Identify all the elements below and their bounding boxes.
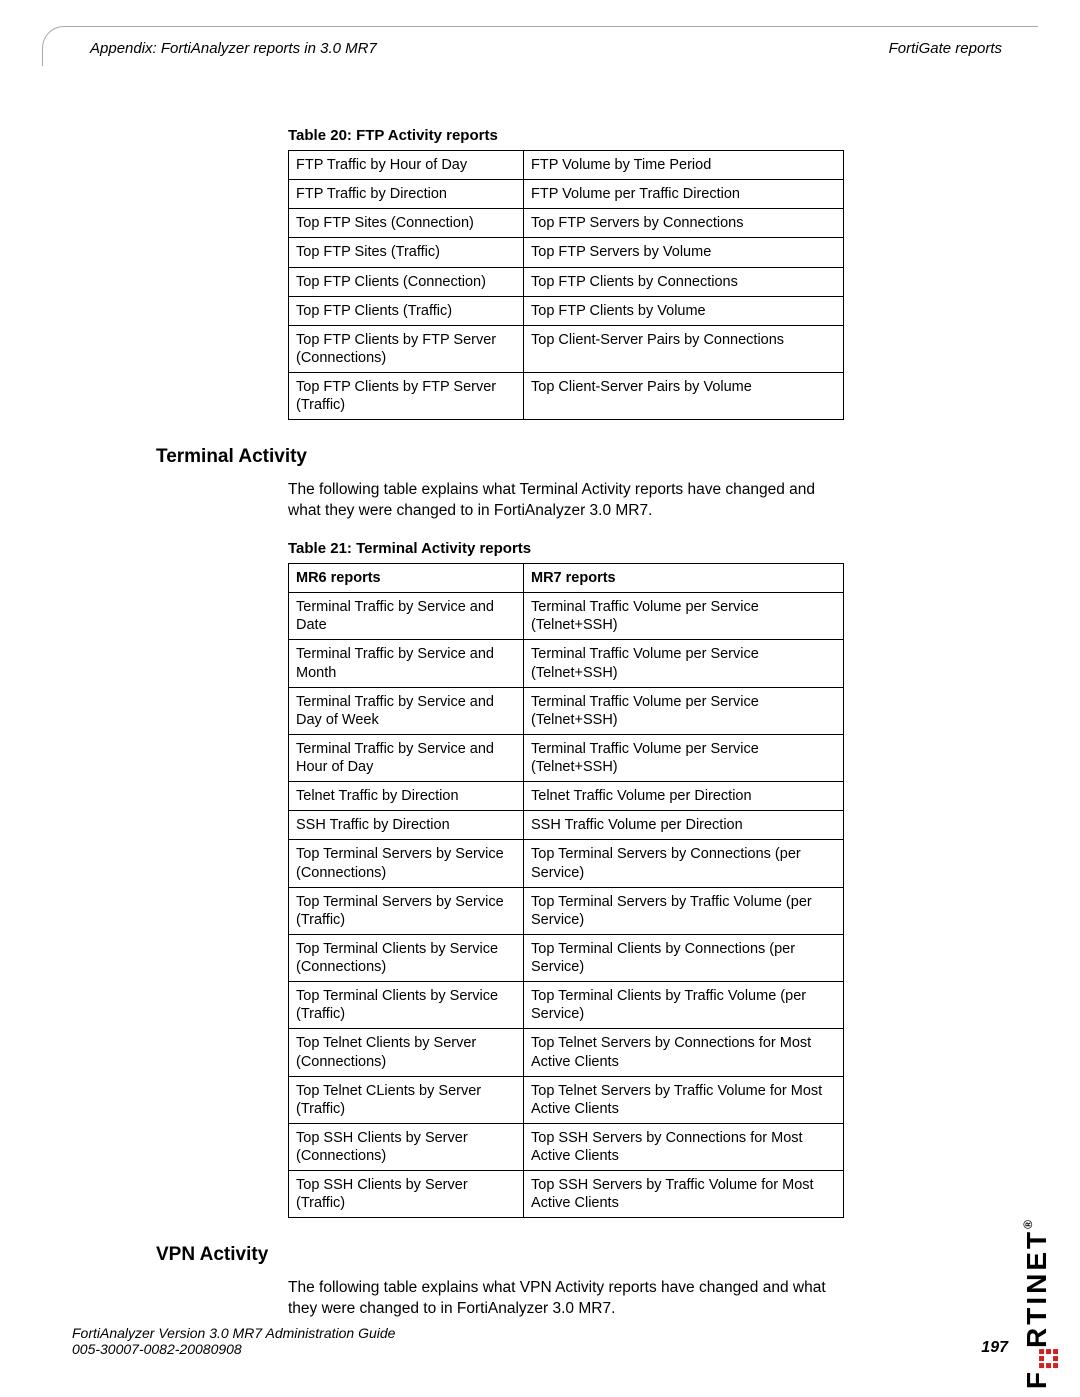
table21-header-mr6: MR6 reports <box>289 564 524 593</box>
table-cell: Top FTP Clients by FTP Server (Connectio… <box>289 325 524 372</box>
table-row: Top Telnet Clients by Server (Connection… <box>289 1029 844 1076</box>
table-cell: Top SSH Servers by Traffic Volume for Mo… <box>524 1171 844 1218</box>
table-cell: Top Telnet Servers by Traffic Volume for… <box>524 1076 844 1123</box>
table21: MR6 reports MR7 reports Terminal Traffic… <box>288 563 844 1218</box>
table-cell: Top Terminal Clients by Traffic Volume (… <box>524 982 844 1029</box>
running-header: Appendix: FortiAnalyzer reports in 3.0 M… <box>56 34 1024 57</box>
table-cell: Telnet Traffic Volume per Direction <box>524 782 844 811</box>
table-row: Top Telnet CLients by Server (Traffic)To… <box>289 1076 844 1123</box>
table-cell: Top FTP Clients (Traffic) <box>289 296 524 325</box>
footer-doc-number: 005-30007-0082-20080908 <box>72 1341 395 1357</box>
table-row: Top FTP Sites (Connection)Top FTP Server… <box>289 209 844 238</box>
table-row: FTP Traffic by DirectionFTP Volume per T… <box>289 180 844 209</box>
table-cell: Terminal Traffic by Service and Date <box>289 593 524 640</box>
table-row: Top Terminal Clients by Service (Connect… <box>289 934 844 981</box>
footer-page-number: 197 <box>981 1339 1008 1357</box>
fortinet-side-logo: F RTINET® <box>1021 1217 1058 1389</box>
table-cell: Top FTP Sites (Connection) <box>289 209 524 238</box>
table-cell: Top SSH Clients by Server (Traffic) <box>289 1171 524 1218</box>
table-row: Terminal Traffic by Service and DateTerm… <box>289 593 844 640</box>
table-row: Terminal Traffic by Service and Hour of … <box>289 734 844 781</box>
table20: FTP Traffic by Hour of DayFTP Volume by … <box>288 150 844 420</box>
table-cell: Top FTP Clients (Connection) <box>289 267 524 296</box>
table-row: Top Terminal Clients by Service (Traffic… <box>289 982 844 1029</box>
table-cell: Top Client-Server Pairs by Connections <box>524 325 844 372</box>
table21-header-row: MR6 reports MR7 reports <box>289 564 844 593</box>
section-vpn-title: VPN Activity <box>156 1244 1024 1266</box>
table-row: SSH Traffic by DirectionSSH Traffic Volu… <box>289 811 844 840</box>
footer-left: FortiAnalyzer Version 3.0 MR7 Administra… <box>72 1325 395 1357</box>
table-row: Top Terminal Servers by Service (Connect… <box>289 840 844 887</box>
table-row: Terminal Traffic by Service and Day of W… <box>289 687 844 734</box>
table-row: Top Terminal Servers by Service (Traffic… <box>289 887 844 934</box>
table-cell: FTP Traffic by Direction <box>289 180 524 209</box>
table-row: Top FTP Clients by FTP Server (Traffic)T… <box>289 373 844 420</box>
table-row: Terminal Traffic by Service and MonthTer… <box>289 640 844 687</box>
table-cell: SSH Traffic by Direction <box>289 811 524 840</box>
table-cell: Top Terminal Clients by Connections (per… <box>524 934 844 981</box>
table-cell: Top FTP Servers by Connections <box>524 209 844 238</box>
table21-caption: Table 21: Terminal Activity reports <box>288 540 828 557</box>
header-left-text: Appendix: FortiAnalyzer reports in 3.0 M… <box>86 40 377 57</box>
table-cell: Terminal Traffic Volume per Service (Tel… <box>524 640 844 687</box>
section-terminal-intro: The following table explains what Termin… <box>288 480 828 522</box>
table-cell: Top Telnet Clients by Server (Connection… <box>289 1029 524 1076</box>
table-cell: Top Terminal Clients by Service (Connect… <box>289 934 524 981</box>
table-cell: Top Telnet Servers by Connections for Mo… <box>524 1029 844 1076</box>
table-cell: Top FTP Servers by Volume <box>524 238 844 267</box>
footer-guide-title: FortiAnalyzer Version 3.0 MR7 Administra… <box>72 1325 395 1341</box>
table-cell: Top FTP Clients by Connections <box>524 267 844 296</box>
table20-caption: Table 20: FTP Activity reports <box>288 127 828 144</box>
table-cell: Top Terminal Servers by Traffic Volume (… <box>524 887 844 934</box>
table-cell: Terminal Traffic by Service and Hour of … <box>289 734 524 781</box>
table-row: Top FTP Sites (Traffic)Top FTP Servers b… <box>289 238 844 267</box>
table-row: Top SSH Clients by Server (Connections)T… <box>289 1123 844 1170</box>
table-row: Top SSH Clients by Server (Traffic)Top S… <box>289 1171 844 1218</box>
table-cell: Terminal Traffic Volume per Service (Tel… <box>524 734 844 781</box>
table-row: Top FTP Clients (Traffic)Top FTP Clients… <box>289 296 844 325</box>
table-row: FTP Traffic by Hour of DayFTP Volume by … <box>289 151 844 180</box>
table-cell: Top Telnet CLients by Server (Traffic) <box>289 1076 524 1123</box>
table-cell: Top Terminal Servers by Connections (per… <box>524 840 844 887</box>
table-row: Telnet Traffic by DirectionTelnet Traffi… <box>289 782 844 811</box>
table-cell: Top FTP Clients by Volume <box>524 296 844 325</box>
logo-text: RTINET <box>1021 1229 1052 1348</box>
table-cell: Top FTP Clients by FTP Server (Traffic) <box>289 373 524 420</box>
table21-header-mr7: MR7 reports <box>524 564 844 593</box>
section-vpn-intro: The following table explains what VPN Ac… <box>288 1278 828 1320</box>
table-cell: Terminal Traffic Volume per Service (Tel… <box>524 687 844 734</box>
table-cell: Top Terminal Servers by Service (Connect… <box>289 840 524 887</box>
table-cell: Top SSH Servers by Connections for Most … <box>524 1123 844 1170</box>
section-terminal-title: Terminal Activity <box>156 446 1024 468</box>
header-right-text: FortiGate reports <box>889 40 1006 57</box>
table-cell: Telnet Traffic by Direction <box>289 782 524 811</box>
table-cell: Top Terminal Clients by Service (Traffic… <box>289 982 524 1029</box>
table-cell: SSH Traffic Volume per Direction <box>524 811 844 840</box>
table-cell: FTP Traffic by Hour of Day <box>289 151 524 180</box>
table-cell: Terminal Traffic Volume per Service (Tel… <box>524 593 844 640</box>
table-cell: Top Client-Server Pairs by Volume <box>524 373 844 420</box>
table-row: Top FTP Clients (Connection)Top FTP Clie… <box>289 267 844 296</box>
logo-red-grid-icon <box>1039 1349 1058 1368</box>
table-cell: Top SSH Clients by Server (Connections) <box>289 1123 524 1170</box>
table-cell: FTP Volume per Traffic Direction <box>524 180 844 209</box>
table-cell: Top FTP Sites (Traffic) <box>289 238 524 267</box>
table-cell: FTP Volume by Time Period <box>524 151 844 180</box>
table-cell: Terminal Traffic by Service and Day of W… <box>289 687 524 734</box>
table-row: Top FTP Clients by FTP Server (Connectio… <box>289 325 844 372</box>
page-footer: FortiAnalyzer Version 3.0 MR7 Administra… <box>72 1325 1008 1357</box>
table-cell: Terminal Traffic by Service and Month <box>289 640 524 687</box>
table-cell: Top Terminal Servers by Service (Traffic… <box>289 887 524 934</box>
